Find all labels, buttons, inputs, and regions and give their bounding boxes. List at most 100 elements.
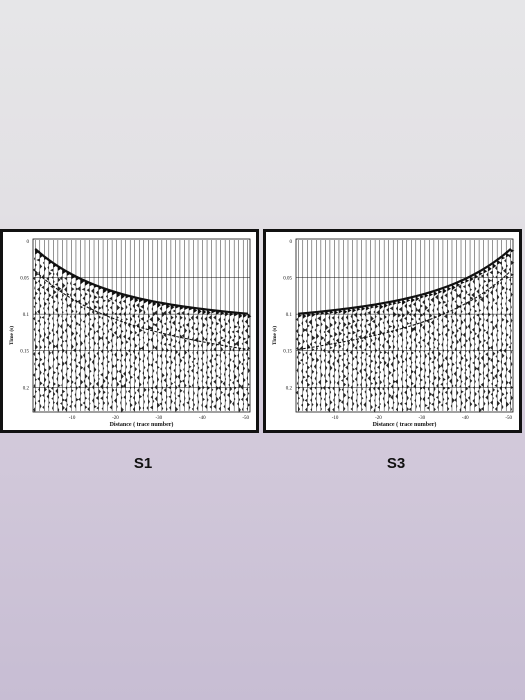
- wiggle-lobe: [115, 387, 117, 393]
- wiggle-lobe: [51, 304, 54, 309]
- wiggle-lobe: [329, 353, 332, 359]
- wiggle-lobe: [336, 380, 339, 386]
- wiggle-lobe: [454, 383, 457, 388]
- wiggle-lobe: [35, 357, 39, 362]
- wiggle-lobe: [60, 355, 63, 360]
- wiggle-lobe: [357, 370, 360, 376]
- wiggle-lobe: [366, 318, 369, 323]
- wiggle-lobe: [168, 355, 171, 359]
- wiggle-lobe: [234, 397, 236, 401]
- reflection-band: [34, 270, 248, 351]
- wiggle-lobe: [89, 305, 92, 312]
- wiggle-lobe: [463, 305, 466, 312]
- wiggle-lobe: [177, 383, 180, 389]
- wiggle-lobe: [33, 295, 36, 301]
- wiggle-lobe: [84, 312, 87, 319]
- wiggle-lobe: [506, 332, 509, 337]
- wiggle-lobe: [94, 305, 98, 310]
- wiggle-lobe: [237, 352, 239, 359]
- wiggle-lobe: [427, 396, 430, 400]
- wiggle-lobe: [357, 402, 359, 409]
- wiggle-lobe: [347, 396, 351, 400]
- wiggle-lobe: [494, 406, 498, 412]
- wiggle-lobe: [139, 347, 142, 351]
- wiggle-lobe: [94, 391, 96, 397]
- wiggle-lobe: [337, 368, 339, 374]
- wiggle-lobe: [307, 393, 309, 398]
- wiggle-lobe: [454, 323, 457, 328]
- wiggle-lobe: [89, 401, 91, 406]
- wiggle-lobe: [164, 400, 167, 405]
- wiggle-lobe: [359, 322, 362, 328]
- wiggle-lobe: [228, 383, 230, 387]
- wiggle-lobe: [305, 338, 308, 344]
- wiggle-lobe: [442, 348, 445, 353]
- wiggle-lobe: [47, 265, 49, 270]
- wiggle-lobe: [227, 318, 230, 324]
- wiggle-lobe: [295, 390, 299, 395]
- wiggle-lobe: [62, 301, 64, 306]
- wiggle-lobe: [342, 347, 344, 351]
- wiggle-lobe: [194, 327, 199, 331]
- wiggle-lobe: [320, 335, 325, 341]
- wiggle-lobe: [490, 304, 493, 311]
- wiggle-lobe: [426, 375, 430, 379]
- wiggle-lobe: [510, 375, 513, 380]
- wiggle-lobe: [62, 339, 65, 343]
- wiggle-lobe: [120, 400, 122, 406]
- wiggle-lobe: [175, 339, 178, 344]
- wiggle-lobe: [94, 329, 96, 336]
- wiggle-lobe: [211, 399, 214, 404]
- wiggle-lobe: [490, 371, 493, 375]
- wiggle-lobe: [473, 385, 475, 391]
- wiggle-lobe: [444, 355, 448, 361]
- wiggle-lobe: [479, 327, 482, 333]
- wiggle-lobe: [447, 348, 449, 354]
- wiggle-lobe: [500, 281, 502, 286]
- wiggle-lobe: [441, 317, 443, 324]
- wiggle-lobe: [229, 398, 232, 405]
- wiggle-lobe: [361, 318, 364, 322]
- wiggle-lobe: [35, 400, 37, 406]
- wiggle-lobe: [343, 332, 346, 337]
- wiggle-lobe: [161, 311, 165, 318]
- wiggle-lobe: [202, 322, 206, 328]
- wiggle-lobe: [228, 352, 230, 356]
- wiggle-lobe: [338, 398, 342, 403]
- wiggle-lobe: [51, 338, 54, 344]
- wiggle-lobe: [433, 386, 436, 392]
- wiggle-lobe: [149, 316, 153, 323]
- wiggle-lobe: [440, 382, 443, 387]
- wiggle-lobe: [494, 265, 498, 271]
- wiggle-lobe: [238, 372, 240, 378]
- wiggle-lobe: [319, 364, 321, 371]
- wiggle-lobe: [310, 397, 312, 403]
- wiggle-lobe: [183, 367, 185, 372]
- wiggle-lobe: [436, 383, 439, 389]
- wiggle-lobe: [462, 296, 466, 300]
- wiggle-lobe: [192, 336, 194, 343]
- wiggle-lobe: [133, 373, 135, 377]
- wiggle-lobe: [383, 378, 385, 384]
- wiggle-lobe: [125, 317, 129, 321]
- wiggle-lobe: [53, 322, 55, 328]
- wiggle-lobe: [483, 268, 488, 274]
- wiggle-lobe: [319, 402, 321, 408]
- wiggle-lobe: [39, 357, 43, 362]
- wiggle-lobe: [95, 299, 99, 304]
- wiggle-lobe: [62, 360, 65, 367]
- wiggle-lobe: [429, 392, 433, 397]
- wiggle-lobe: [438, 342, 440, 347]
- wiggle-lobe: [297, 401, 299, 406]
- wiggle-lobe: [57, 395, 60, 400]
- wiggle-lobe: [147, 330, 149, 337]
- wiggle-lobe: [55, 366, 58, 371]
- wiggle-lobe: [215, 392, 217, 396]
- wiggle-lobe: [458, 337, 462, 343]
- wiggle-lobe: [181, 333, 185, 338]
- wiggle-lobe: [243, 358, 246, 362]
- wiggle-lobe: [39, 263, 43, 270]
- wiggle-lobe: [378, 396, 380, 402]
- wiggle-lobe: [55, 355, 58, 361]
- wiggle-lobe: [39, 291, 42, 296]
